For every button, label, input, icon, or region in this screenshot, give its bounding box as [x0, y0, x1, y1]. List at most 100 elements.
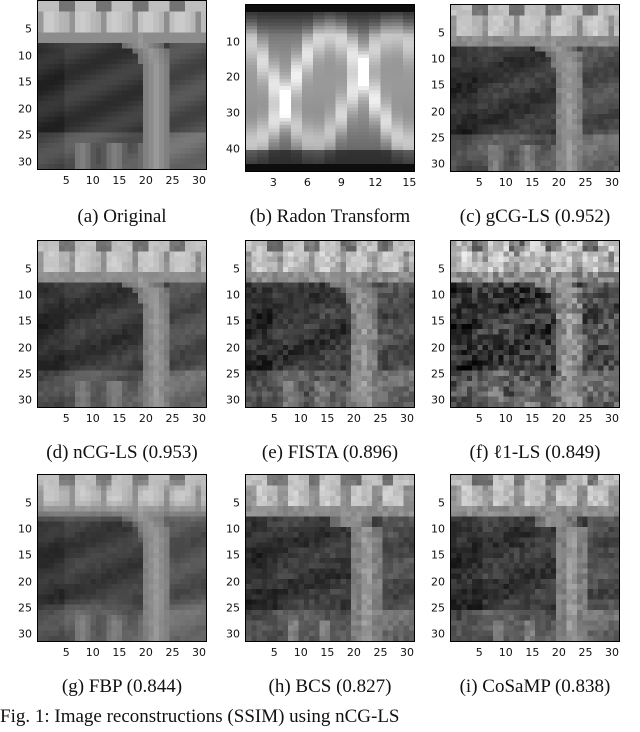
x-tick-label: 10: [85, 412, 100, 425]
figure-caption: Fig. 1: Image reconstructions (SSIM) usi…: [0, 706, 400, 727]
x-tick-label: 15: [112, 646, 127, 659]
x-tick-label: 3: [269, 176, 277, 189]
x-tick-label: 30: [192, 412, 207, 425]
y-tick-label: 20: [18, 102, 32, 116]
x-tick-label: 10: [85, 174, 100, 187]
y-tick-label: 5: [25, 22, 32, 36]
y-tick-label: 5: [25, 262, 32, 276]
x-tick-label: 20: [138, 174, 153, 187]
reconstruction-image: [245, 474, 415, 642]
y-tick-label: 25: [226, 367, 240, 381]
y-tick-label: 30: [18, 393, 32, 407]
y-tick-label: 10: [226, 522, 240, 536]
x-tick-label: 25: [165, 646, 180, 659]
x-tick-label: 25: [578, 646, 593, 659]
x-tick-label: 30: [192, 646, 207, 659]
y-tick-label: 25: [18, 367, 32, 381]
y-tick-label: 10: [431, 522, 445, 536]
x-tick-label: 15: [525, 646, 540, 659]
y-tick-label: 30: [18, 627, 32, 641]
x-tick-label: 15: [525, 412, 540, 425]
x-tick-label: 5: [270, 646, 278, 659]
x-tick-label: 15: [320, 412, 335, 425]
x-tick-label: 6: [303, 176, 311, 189]
x-tick-label: 10: [293, 646, 308, 659]
y-tick-label: 30: [18, 155, 32, 169]
x-tick-label: 25: [373, 646, 388, 659]
y-tick-label: 10: [18, 49, 32, 63]
reconstruction-image: [450, 4, 620, 172]
y-tick-label: 15: [431, 548, 445, 562]
x-tick-label: 12: [368, 176, 383, 189]
x-tick-label: 25: [578, 412, 593, 425]
y-tick-label: 20: [18, 341, 32, 355]
x-tick-label: 25: [578, 176, 593, 189]
y-tick-label: 30: [431, 393, 445, 407]
y-tick-label: 10: [18, 522, 32, 536]
reconstruction-image: [450, 240, 620, 408]
y-tick-label: 30: [431, 627, 445, 641]
y-tick-label: 5: [233, 262, 240, 276]
y-tick-label: 10: [431, 288, 445, 302]
reconstruction-image: [37, 474, 207, 642]
x-tick-label: 20: [138, 646, 153, 659]
y-tick-label: 15: [431, 78, 445, 92]
x-tick-label: 10: [498, 176, 513, 189]
panel-caption: (f) ℓ1-LS (0.849): [469, 442, 601, 463]
x-tick-label: 20: [346, 412, 361, 425]
y-tick-label: 15: [18, 314, 32, 328]
panel-caption: (d) nCG-LS (0.953): [46, 442, 198, 463]
y-tick-label: 20: [431, 341, 445, 355]
y-tick-label: 20: [226, 341, 240, 355]
y-tick-label: 10: [431, 52, 445, 66]
y-tick-label: 10: [226, 35, 240, 49]
y-tick-label: 25: [18, 128, 32, 142]
y-tick-label: 25: [431, 601, 445, 615]
x-tick-label: 30: [605, 646, 620, 659]
y-tick-label: 15: [18, 548, 32, 562]
x-tick-label: 20: [346, 646, 361, 659]
y-tick-label: 30: [226, 627, 240, 641]
y-tick-label: 5: [438, 26, 445, 40]
x-tick-label: 30: [605, 176, 620, 189]
x-tick-label: 10: [293, 412, 308, 425]
reconstruction-image: [37, 240, 207, 408]
y-tick-label: 25: [226, 601, 240, 615]
y-tick-label: 30: [226, 393, 240, 407]
x-tick-label: 5: [475, 176, 483, 189]
y-tick-label: 25: [431, 131, 445, 145]
panel-caption: (h) BCS (0.827): [268, 676, 392, 697]
panel-caption: (e) FISTA (0.896): [261, 442, 399, 463]
x-tick-label: 25: [165, 174, 180, 187]
x-tick-label: 25: [373, 412, 388, 425]
y-tick-label: 5: [233, 496, 240, 510]
x-tick-label: 15: [320, 646, 335, 659]
x-tick-label: 30: [605, 412, 620, 425]
y-tick-label: 25: [431, 367, 445, 381]
x-tick-label: 5: [475, 646, 483, 659]
radon-sinogram-image: [245, 4, 415, 172]
y-tick-label: 15: [431, 314, 445, 328]
panel-caption: (b) Radon Transform: [249, 206, 411, 227]
x-tick-label: 5: [475, 412, 483, 425]
reconstruction-image: [450, 474, 620, 642]
y-tick-label: 40: [226, 142, 240, 156]
y-tick-label: 20: [431, 575, 445, 589]
y-tick-label: 20: [226, 70, 240, 84]
x-tick-label: 10: [85, 646, 100, 659]
x-tick-label: 20: [138, 412, 153, 425]
x-tick-label: 10: [498, 412, 513, 425]
x-tick-label: 30: [400, 412, 415, 425]
x-tick-label: 20: [551, 412, 566, 425]
x-tick-label: 30: [192, 174, 207, 187]
x-tick-label: 9: [337, 176, 345, 189]
y-tick-label: 5: [25, 496, 32, 510]
y-tick-label: 20: [431, 105, 445, 119]
x-tick-label: 15: [112, 412, 127, 425]
y-tick-label: 30: [226, 106, 240, 120]
x-tick-label: 5: [62, 412, 70, 425]
x-tick-label: 20: [551, 646, 566, 659]
y-tick-label: 5: [438, 496, 445, 510]
y-tick-label: 15: [18, 75, 32, 89]
x-tick-label: 5: [62, 174, 70, 187]
